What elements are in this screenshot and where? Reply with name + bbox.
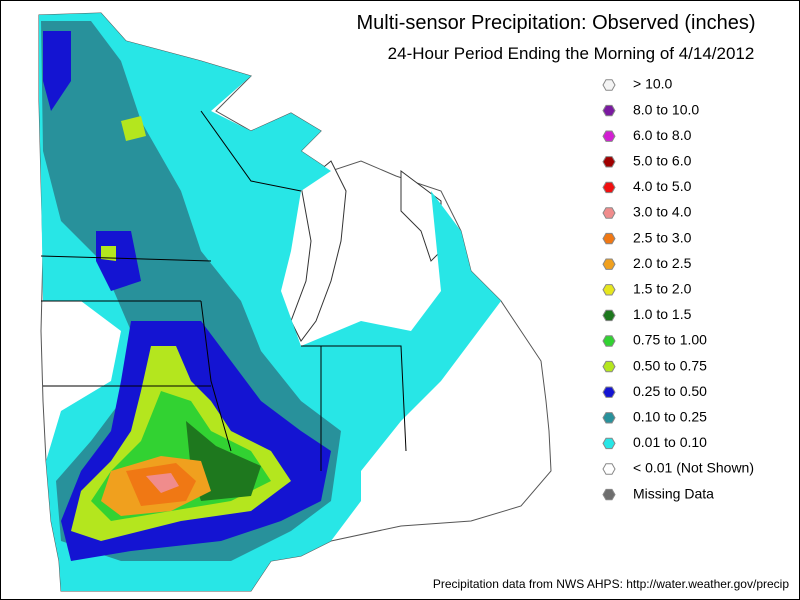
legend-label: 0.50 to 0.75 bbox=[633, 357, 707, 373]
legend-swatch bbox=[602, 104, 616, 117]
subtitle: 24-Hour Period Ending the Morning of 4/1… bbox=[388, 44, 755, 63]
credit: Precipitation data from NWS AHPS: http:/… bbox=[433, 577, 789, 591]
legend-label: 3.0 to 4.0 bbox=[633, 204, 692, 220]
legend-swatch bbox=[602, 156, 616, 168]
state-borders bbox=[40, 110, 407, 471]
legend-swatch bbox=[602, 412, 616, 424]
legend-swatch bbox=[602, 386, 616, 398]
lake-huron bbox=[400, 170, 442, 262]
legend-label: 1.5 to 2.0 bbox=[633, 281, 692, 297]
legend-swatch bbox=[602, 207, 616, 219]
legend-label: 4.0 to 5.0 bbox=[633, 178, 692, 194]
legend-label: 5.0 to 6.0 bbox=[633, 153, 692, 169]
title: Multi-sensor Precipitation: Observed (in… bbox=[356, 12, 755, 34]
precip-areas bbox=[39, 13, 501, 591]
legend-swatch bbox=[602, 309, 616, 322]
legend-swatch bbox=[602, 130, 616, 142]
legend-swatch bbox=[602, 232, 616, 245]
legend-label: 1.0 to 1.5 bbox=[633, 306, 692, 322]
legend-label: 0.10 to 0.25 bbox=[633, 409, 707, 425]
legend: > 10.0 8.0 to 10.0 6.0 to 8.0 5.0 to 6.0 4.0… bbox=[602, 76, 754, 501]
legend-label: 2.5 to 3.0 bbox=[633, 229, 692, 245]
legend-label: 6.0 to 8.0 bbox=[633, 127, 692, 143]
legend-swatch bbox=[602, 437, 616, 450]
legend-label: 0.01 to 0.10 bbox=[633, 434, 707, 450]
legend-label: 2.0 to 2.5 bbox=[633, 255, 692, 271]
legend-label: < 0.01 (Not Shown) bbox=[633, 460, 754, 476]
legend-swatch bbox=[602, 258, 616, 270]
legend-label: > 10.0 bbox=[633, 76, 673, 92]
legend-swatch bbox=[602, 360, 616, 373]
legend-swatch bbox=[602, 79, 616, 91]
legend-swatch bbox=[602, 463, 616, 475]
legend-label: 0.25 to 0.50 bbox=[633, 383, 707, 399]
legend-label: 8.0 to 10.0 bbox=[633, 101, 699, 117]
legend-swatch bbox=[602, 488, 616, 501]
legend-label: Missing Data bbox=[633, 485, 714, 501]
legend-swatch bbox=[602, 335, 616, 347]
legend-swatch bbox=[602, 181, 616, 194]
lake-michigan bbox=[290, 160, 347, 342]
legend-label: 0.75 to 1.00 bbox=[633, 332, 707, 348]
legend-swatch bbox=[602, 284, 616, 296]
